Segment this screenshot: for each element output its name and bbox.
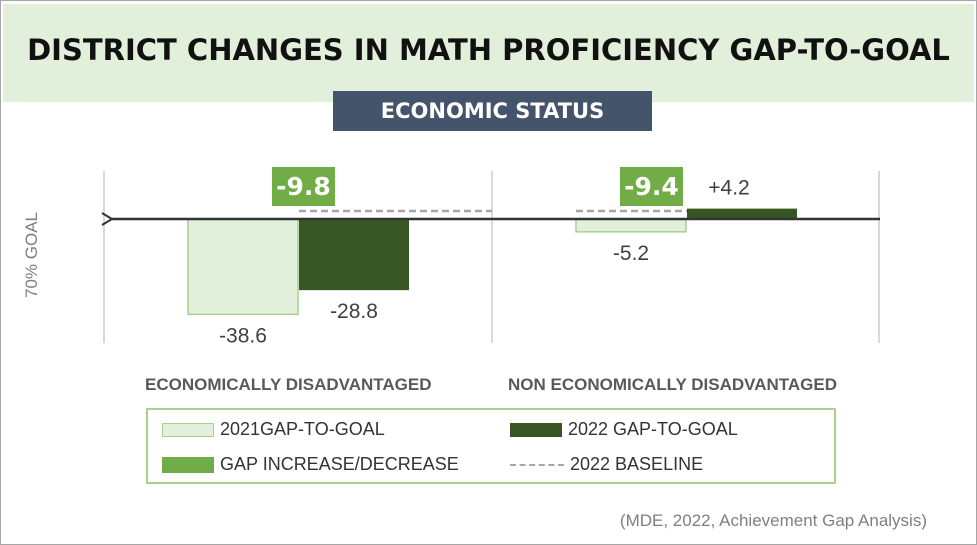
source-note: (MDE, 2022, Achievement Gap Analysis) bbox=[619, 511, 927, 530]
change-label-1: -9.4 bbox=[624, 172, 679, 201]
value-label-2021-0: -38.6 bbox=[219, 324, 267, 347]
legend-swatch-baseline bbox=[510, 463, 564, 466]
change-badge-0 bbox=[272, 167, 335, 206]
value-label-2021-1: -5.2 bbox=[613, 242, 649, 265]
bar-2021-1 bbox=[575, 218, 687, 233]
category-label-non-econ-disadvantaged: NON ECONOMICALLY DISADVANTAGED bbox=[508, 375, 838, 394]
legend-label-baseline: 2022 BASELINE bbox=[570, 454, 704, 474]
legend-item-2022: 2022 GAP-TO-GOAL bbox=[510, 419, 738, 440]
legend-item-2021: 2021GAP-TO-GOAL bbox=[162, 419, 385, 440]
bar-2021-0 bbox=[187, 218, 299, 316]
change-label-0: -9.8 bbox=[276, 172, 331, 201]
legend-item-baseline: 2022 BASELINE bbox=[510, 454, 703, 475]
bar-2022-0 bbox=[299, 219, 409, 291]
category-label-econ-disadvantaged: ECONOMICALLY DISADVANTAGED bbox=[145, 375, 432, 394]
legend-label-2021: 2021GAP-TO-GOAL bbox=[220, 419, 385, 439]
value-label-2022-1: +4.2 bbox=[708, 177, 749, 200]
legend-swatch-2021 bbox=[162, 422, 214, 437]
legend-label-change: GAP INCREASE/DECREASE bbox=[220, 454, 459, 474]
legend-item-change: GAP INCREASE/DECREASE bbox=[162, 454, 459, 475]
chart-subtitle: ECONOMIC STATUS bbox=[333, 91, 652, 131]
legend-label-2022: 2022 GAP-TO-GOAL bbox=[568, 419, 738, 439]
legend-swatch-2022 bbox=[510, 422, 562, 437]
value-label-2022-0: -28.8 bbox=[330, 300, 378, 323]
change-badge-1 bbox=[620, 167, 683, 206]
legend-swatch-change bbox=[162, 456, 214, 473]
chart-title: DISTRICT CHANGES IN MATH PROFICIENCY GAP… bbox=[27, 33, 950, 67]
title-band bbox=[3, 4, 974, 102]
bar-2022-1 bbox=[687, 208, 797, 219]
legend: 2021GAP-TO-GOAL 2022 GAP-TO-GOAL GAP INC… bbox=[146, 408, 836, 484]
